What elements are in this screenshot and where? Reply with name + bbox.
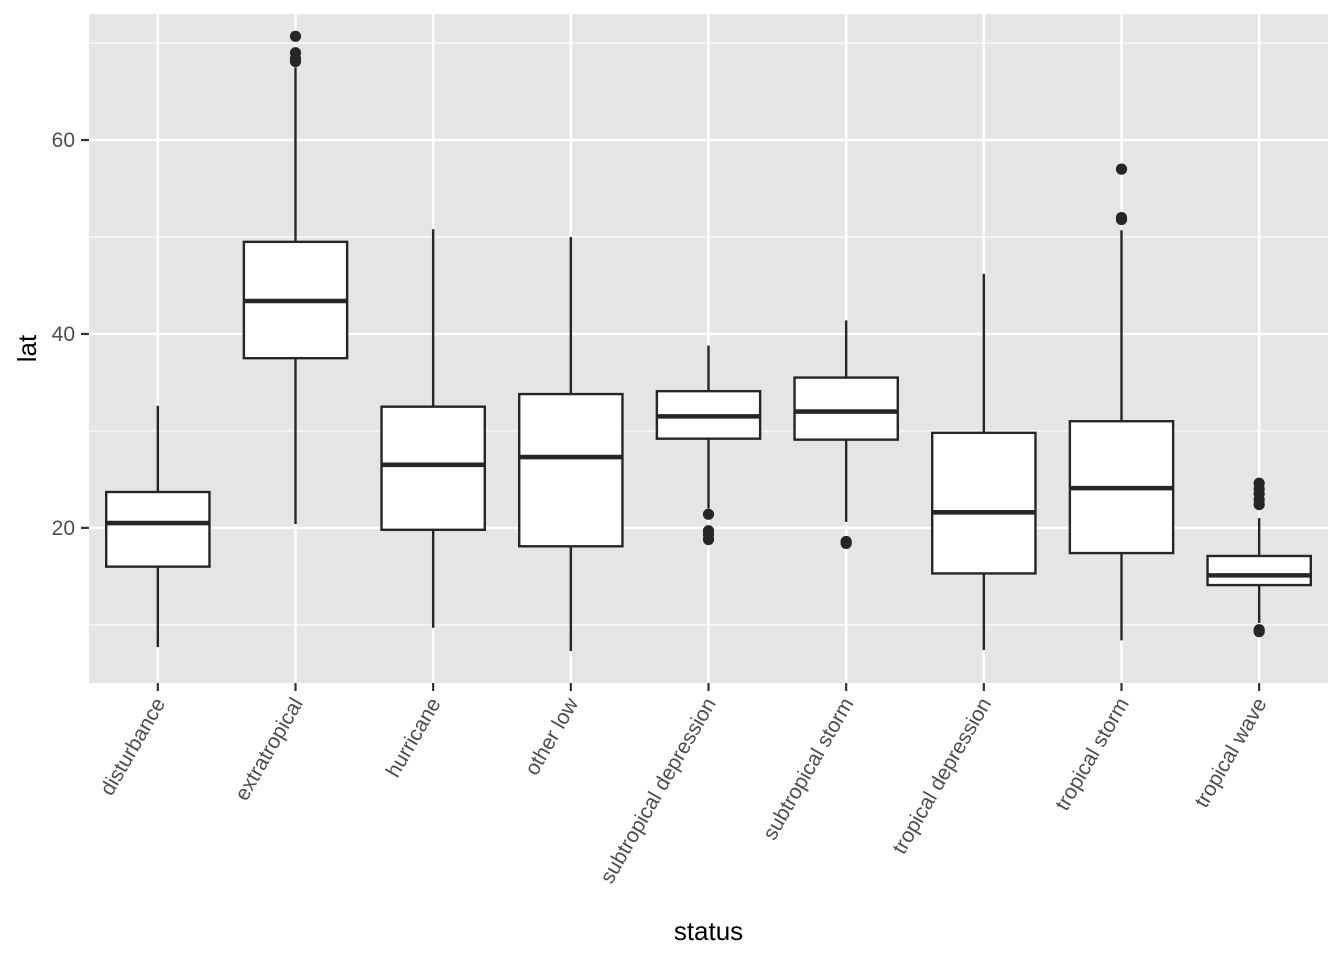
box-tropical-depression [931, 273, 1037, 651]
x-tick-label: extratropical [231, 694, 308, 805]
box-extratropical [242, 30, 349, 524]
box-iqr [1206, 554, 1312, 587]
x-tick-label: hurricane [382, 694, 446, 781]
box-iqr [931, 431, 1037, 575]
box-iqr [105, 490, 211, 568]
x-tick-label: subtropical depression [596, 694, 721, 887]
outlier-point [1115, 212, 1128, 224]
box-other-low [518, 237, 624, 652]
y-tick-label: 40 [52, 323, 75, 346]
box-tropical-storm [1068, 163, 1175, 641]
box-iqr [793, 376, 899, 441]
y-axis-title: lat [12, 334, 42, 362]
x-tick-label: tropical depression [888, 694, 996, 858]
box-subtropical-storm [793, 320, 899, 549]
x-tick-label: tropical storm [1051, 694, 1134, 815]
outlier-point [1115, 163, 1128, 175]
outlier-point [702, 525, 715, 537]
box-iqr [518, 392, 624, 548]
outlier-point [1253, 624, 1265, 636]
outlier-point [289, 30, 302, 42]
outlier-point [840, 535, 852, 548]
x-axis-title: status [674, 916, 743, 946]
x-tick-label: subtropical storm [759, 694, 859, 844]
x-tick-label: other low [521, 693, 584, 779]
outlier-point [289, 47, 302, 59]
outlier-point [1253, 477, 1265, 489]
box-hurricane [380, 229, 486, 628]
outlier-point [702, 508, 715, 520]
y-tick-label: 20 [52, 517, 75, 540]
x-tick-label: disturbance [96, 694, 170, 800]
y-tick-label: 60 [52, 129, 75, 152]
box-disturbance [105, 405, 211, 648]
box-layer [105, 30, 1312, 652]
box-subtropical-depression [655, 345, 762, 546]
box-iqr [380, 405, 486, 532]
x-tick-label: tropical wave [1190, 694, 1271, 812]
box-tropical-wave [1206, 477, 1312, 638]
